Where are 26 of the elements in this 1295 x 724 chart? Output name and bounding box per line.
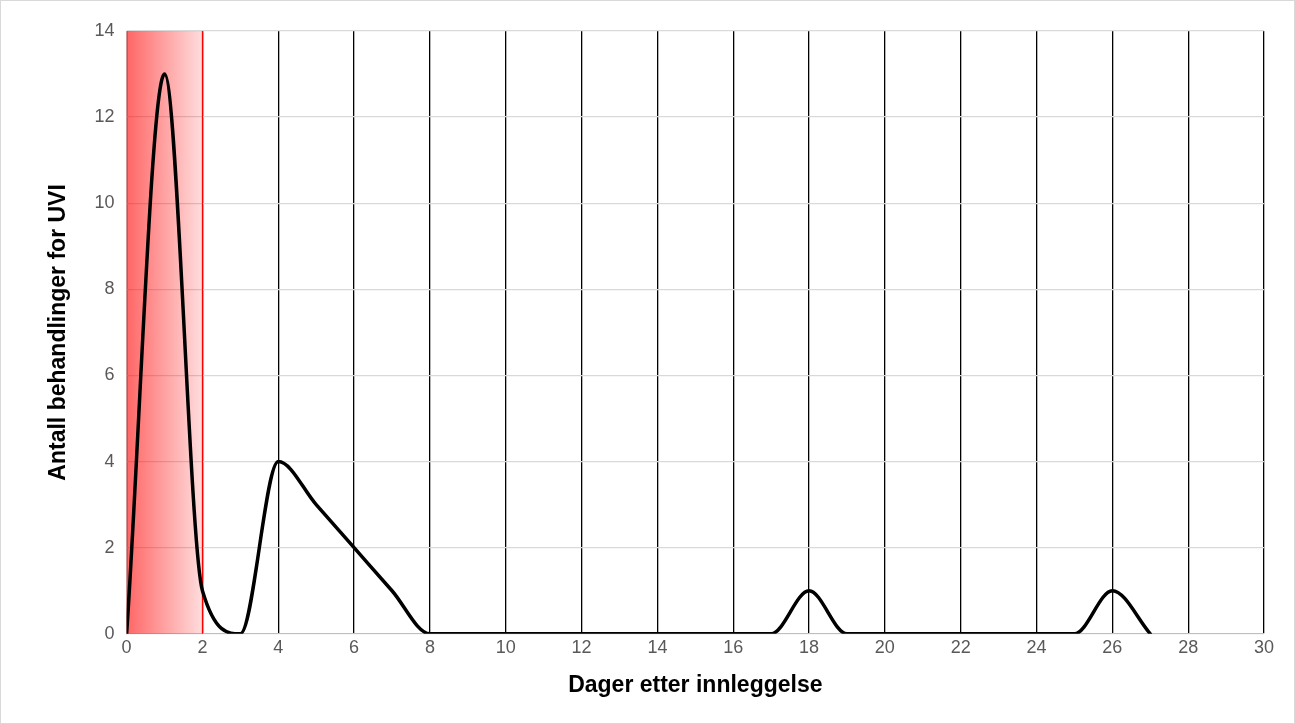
x-tick-label: 12	[571, 636, 592, 657]
y-tick-label: 2	[104, 536, 115, 557]
y-tick-label: 8	[104, 278, 115, 299]
x-tick-label: 14	[647, 636, 668, 657]
x-tick-label: 18	[799, 636, 820, 657]
y-tick-label: 0	[104, 622, 115, 643]
x-tick-label: 10	[495, 636, 516, 657]
x-tick-label: 16	[723, 636, 744, 657]
y-tick-label: 10	[94, 192, 115, 213]
x-tick-label: 26	[1102, 636, 1123, 657]
y-tick-label: 4	[104, 450, 115, 471]
x-tick-label: 8	[424, 636, 435, 657]
x-tick-label: 20	[874, 636, 895, 657]
x-tick-label: 22	[950, 636, 971, 657]
x-tick-label: 2	[197, 636, 208, 657]
y-tick-label: 14	[94, 19, 115, 40]
x-tick-label: 28	[1178, 636, 1199, 657]
y-axis-title: Antall behandlinger for UVI	[44, 184, 71, 481]
x-tick-label: 24	[1026, 636, 1047, 657]
x-axis-title: Dager etter innleggelse	[568, 670, 823, 697]
x-tick-label: 30	[1253, 636, 1275, 657]
x-tick-label: 0	[121, 636, 132, 657]
y-tick-label: 6	[104, 364, 115, 385]
y-tick-label: 12	[94, 106, 115, 127]
x-tick-label: 6	[349, 636, 360, 657]
x-tick-label: 4	[273, 636, 284, 657]
